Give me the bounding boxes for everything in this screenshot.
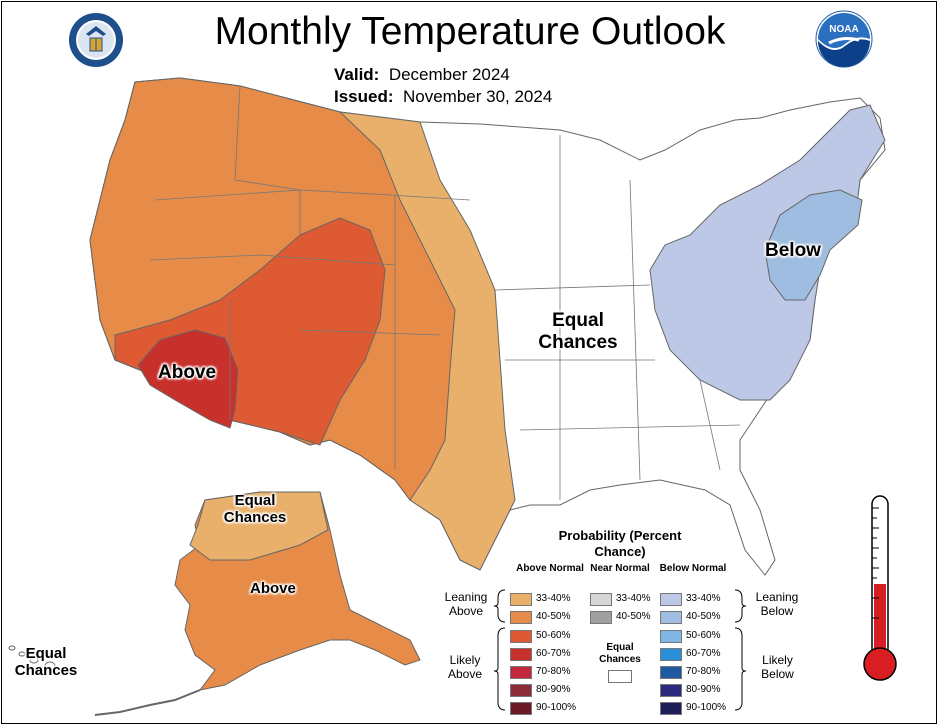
aleutians [94,689,201,716]
valid-line: Valid: December 2024 [334,65,510,84]
label-hawaii-equal: Equal Chances [14,645,78,680]
legend-label-below-1: 40-50% [686,611,721,622]
legend-likely-below: Likely Below [761,653,794,682]
above-60-70 [137,329,239,429]
issued-line: Issued: November 30, 2024 [334,87,553,106]
svg-text:NOAA: NOAA [829,24,858,35]
legend-label-above-0: 33-40% [536,593,571,604]
legend-label-below-5: 80-90% [686,684,721,695]
legend-swatch-above-6 [510,702,532,715]
legend-label-above-1: 40-50% [536,611,571,622]
legend-swatch-below-4 [660,666,682,679]
legend-title: Probability (Percent Chance) [558,528,682,559]
legend-col-above: Above Normal [516,563,584,574]
legend-swatch-above-0 [510,593,532,606]
legend-label-near-0: 33-40% [616,593,651,604]
doc-seal-icon [69,13,123,67]
hawaii-land [8,645,56,671]
legend-label-below-2: 50-60% [686,630,721,641]
legend-label-above-2: 50-60% [536,630,571,641]
legend-label-below-4: 70-80% [686,666,721,677]
legend-swatch-above-4 [510,666,532,679]
label-equal-main: Equal Chances [538,310,618,353]
legend-equal-chances: Equal Chances [599,642,641,665]
legend-swatch-below-5 [660,684,682,697]
page-title: Monthly Temperature Outlook [214,10,726,53]
label-below-main: Below [765,240,821,261]
alaska-equal-band [189,491,329,561]
legend-swatch-below-6 [660,702,682,715]
legend-leaning-above: Leaning Above [444,590,488,619]
legend-swatch-near-1 [590,611,612,624]
label-alaska-above: Above [250,580,296,597]
legend-label-near-1: 40-50% [616,611,651,622]
thermometer-icon [863,495,897,681]
legend-label-above-6: 90-100% [536,702,577,713]
legend-col-near: Near Normal [590,563,650,574]
legend-leaning-below: Leaning Below [755,590,799,619]
legend-likely-above: Likely Above [447,653,483,682]
legend-label-above-3: 60-70% [536,648,571,659]
label-above-main: Above [158,362,217,383]
legend-swatch-above-5 [510,684,532,697]
legend-label-below-6: 90-100% [686,702,727,713]
legend-label-above-5: 80-90% [536,684,571,695]
legend-swatch-below-3 [660,648,682,661]
legend-label-below-3: 60-70% [686,648,721,659]
legend-label-above-4: 70-80% [536,666,571,677]
noaa-logo-icon: NOAA [815,10,873,68]
legend-swatch-above-1 [510,611,532,624]
legend-label-below-0: 33-40% [686,593,721,604]
legend-col-below: Below Normal [659,563,727,574]
legend-swatch-below-0 [660,593,682,606]
legend-equal-swatch [608,670,632,683]
below-40-50 [764,189,863,301]
label-alaska-equal: Equal Chances [223,492,287,527]
legend-swatch-below-2 [660,630,682,643]
legend-swatch-below-1 [660,611,682,624]
legend-swatch-near-0 [590,593,612,606]
legend-swatch-above-3 [510,648,532,661]
legend-swatch-above-2 [510,630,532,643]
